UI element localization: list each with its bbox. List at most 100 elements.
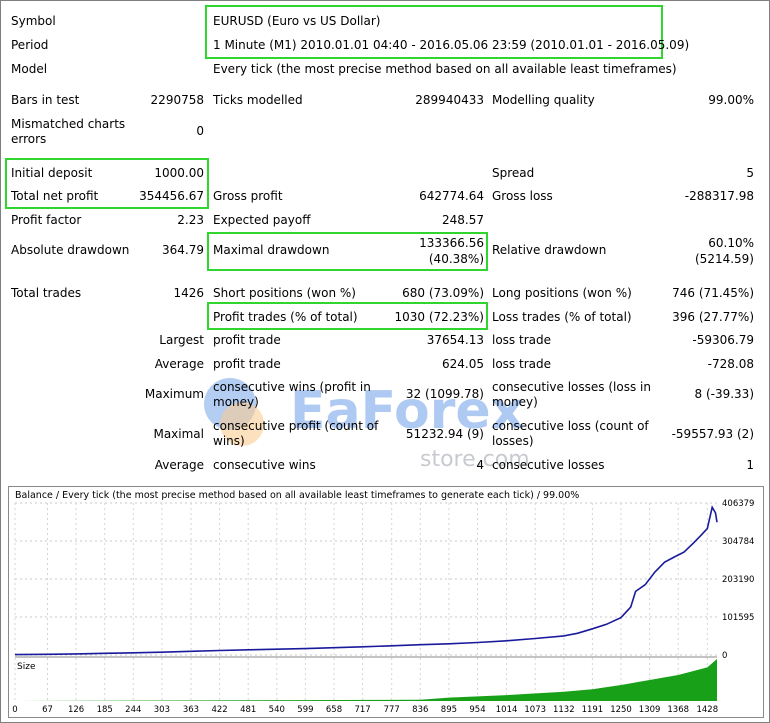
abs-drawdown-value: 364.79 [162,243,204,257]
balance-chart: Balance / Every tick (the most precise m… [8,486,764,718]
x-tick-label: 0 [12,705,17,715]
max-cons-wins-label: consecutive wins (profit in [213,380,371,394]
gross-profit-label: Gross profit [213,189,283,203]
rel-drawdown-value: 60.10% [708,236,754,250]
avg-cons-wins-label: consecutive wins [213,458,316,472]
symbol-value: EURUSD (Euro vs US Dollar) [213,14,381,28]
x-tick-label: 185 [97,705,113,715]
initial-deposit-value: 1000.00 [154,166,204,180]
avg-cons-losses-value: 1 [746,458,754,472]
largest-loss-label: loss trade [492,333,551,347]
maximal-loss-value: -59557.93 (2) [671,427,754,441]
abs-drawdown-label: Absolute drawdown [11,243,130,257]
max-cons-losses-value: 8 (-39.33) [694,387,755,401]
max-cons-losses-label-2: money) [492,395,538,409]
expected-payoff-label: Expected payoff [213,213,311,227]
maximal-loss-label-2: losses) [492,434,534,448]
gross-loss-value: -288317.98 [684,189,754,203]
spread-value: 5 [746,166,754,180]
x-tick-label: 777 [384,705,400,715]
average-label: Average [154,357,204,371]
x-tick-label: 954 [469,705,485,715]
maximum-label: Maximum [144,387,204,401]
y-tick-label: 101595 [722,613,754,623]
maximal-profit-label: consecutive profit (count of [213,419,379,433]
max-cons-losses-label: consecutive losses (loss in [492,380,651,394]
largest-loss-value: -59306.79 [692,333,754,347]
loss-trades-label: Loss trades (% of total) [492,310,632,324]
spread-label: Spread [492,166,535,180]
x-tick-label: 481 [240,705,256,715]
maximal-profit-value: 51232.94 (9) [405,427,484,441]
symbol-label: Symbol [11,14,56,28]
profit-trades-label: Profit trades (% of total) [213,310,358,324]
x-tick-label: 67 [42,705,53,715]
x-tick-label: 599 [297,705,313,715]
profit-factor-label: Profit factor [11,213,82,227]
period-value: 1 Minute (M1) 2010.01.01 04:40 - 2016.05… [213,38,690,52]
max-cons-wins-label-2: money) [213,395,259,409]
x-tick-label: 836 [412,705,428,715]
balance-line [14,505,718,656]
mismatch-label: Mismatched charts [11,117,126,131]
maximal-profit-label-2: wins) [213,434,245,448]
largest-profit-label: profit trade [213,333,281,347]
y-tick-label: 0 [722,651,727,661]
x-tick-label: 363 [183,705,199,715]
average-loss-label: loss trade [492,357,551,371]
y-ticks: 406379 304784 203190 101595 0 [722,499,754,661]
y-tick-label: 203190 [722,575,754,585]
x-tick-label: 1073 [524,705,546,715]
long-positions-label: Long positions (won %) [492,286,632,300]
average-profit-label: profit trade [213,357,281,371]
size-area [15,659,717,701]
long-positions-value: 746 (71.45%) [672,286,754,300]
gross-profit-value: 642774.64 [419,189,484,203]
balance-chart-svg: 406379 304784 203190 101595 0 0 67 126 185 244 30… [12,499,754,715]
expected-payoff-value: 248.57 [442,213,484,227]
model-value: Every tick (the most precise method base… [213,62,677,76]
x-tick-label: 422 [211,705,227,715]
avg-cons-losses-label: consecutive losses [492,458,605,472]
model-label: Model [11,62,48,76]
max-drawdown-highlight [207,232,488,271]
loss-trades-value: 396 (27.77%) [672,310,754,324]
deposit-profit-highlight [5,158,209,209]
x-tick-label: 244 [125,705,141,715]
quality-value: 99.00% [708,93,754,107]
max-cons-wins-value: 32 (1099.78) [405,387,484,401]
max-drawdown-percent: (40.38%) [428,252,484,266]
y-tick-label: 304784 [722,537,754,547]
x-tick-label: 126 [68,705,84,715]
bars-value: 2290758 [150,93,204,107]
quality-label: Modelling quality [492,93,595,107]
average-profit-value: 624.05 [442,357,484,371]
symbol-period-highlight [205,5,663,59]
rel-drawdown-label: Relative drawdown [492,243,607,257]
net-profit-value: 354456.67 [139,189,204,203]
average2-label: Average [154,458,204,472]
maximal-label: Maximal [153,427,204,441]
ticks-value: 289940433 [415,93,484,107]
maximal-loss-label: consecutive loss (count of [492,419,649,433]
mismatch-label-2: errors [11,132,47,146]
average-loss-value: -728.08 [707,357,754,371]
x-tick-label: 658 [326,705,342,715]
x-tick-label: 717 [354,705,370,715]
x-tick-label: 1368 [667,705,689,715]
x-tick-label: 1428 [696,705,718,715]
largest-profit-value: 37654.13 [426,333,484,347]
profit-factor-value: 2.23 [177,213,204,227]
x-tick-label: 303 [154,705,170,715]
period-label: Period [11,38,49,52]
x-tick-label: 1250 [610,705,632,715]
avg-cons-wins-value: 4 [476,458,484,472]
profit-trades-highlight [207,302,488,330]
initial-deposit-label: Initial deposit [11,166,93,180]
bars-label: Bars in test [11,93,80,107]
x-tick-label: 540 [269,705,285,715]
total-trades-label: Total trades [11,286,82,300]
x-tick-label: 1132 [553,705,575,715]
max-drawdown-value: 133366.56 [419,236,484,250]
size-label: Size [17,662,36,672]
